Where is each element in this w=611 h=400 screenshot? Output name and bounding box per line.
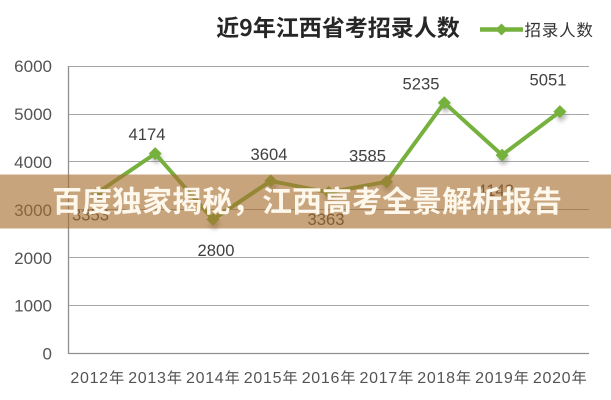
svg-text:2019: 2019 [475, 370, 513, 387]
svg-text:5000: 5000 [14, 105, 52, 124]
svg-text:2014: 2014 [186, 370, 224, 387]
svg-text:4000: 4000 [14, 153, 52, 172]
svg-text:2013: 2013 [128, 370, 166, 387]
svg-text:2800: 2800 [198, 241, 235, 260]
svg-text:5051: 5051 [530, 70, 567, 89]
svg-text:3604: 3604 [251, 145, 288, 164]
svg-text:2017: 2017 [360, 370, 398, 387]
svg-text:2016: 2016 [302, 370, 340, 387]
svg-text:4174: 4174 [129, 125, 166, 144]
svg-text:2012: 2012 [70, 370, 108, 387]
svg-text:3585: 3585 [349, 146, 386, 165]
svg-text:2000: 2000 [14, 249, 52, 268]
svg-text:2020: 2020 [533, 370, 571, 387]
svg-text:0: 0 [43, 345, 52, 364]
svg-text:2015: 2015 [244, 370, 282, 387]
svg-text:2018: 2018 [417, 370, 455, 387]
svg-text:5235: 5235 [403, 74, 440, 93]
svg-text:1000: 1000 [14, 297, 52, 316]
svg-text:6000: 6000 [14, 57, 52, 76]
